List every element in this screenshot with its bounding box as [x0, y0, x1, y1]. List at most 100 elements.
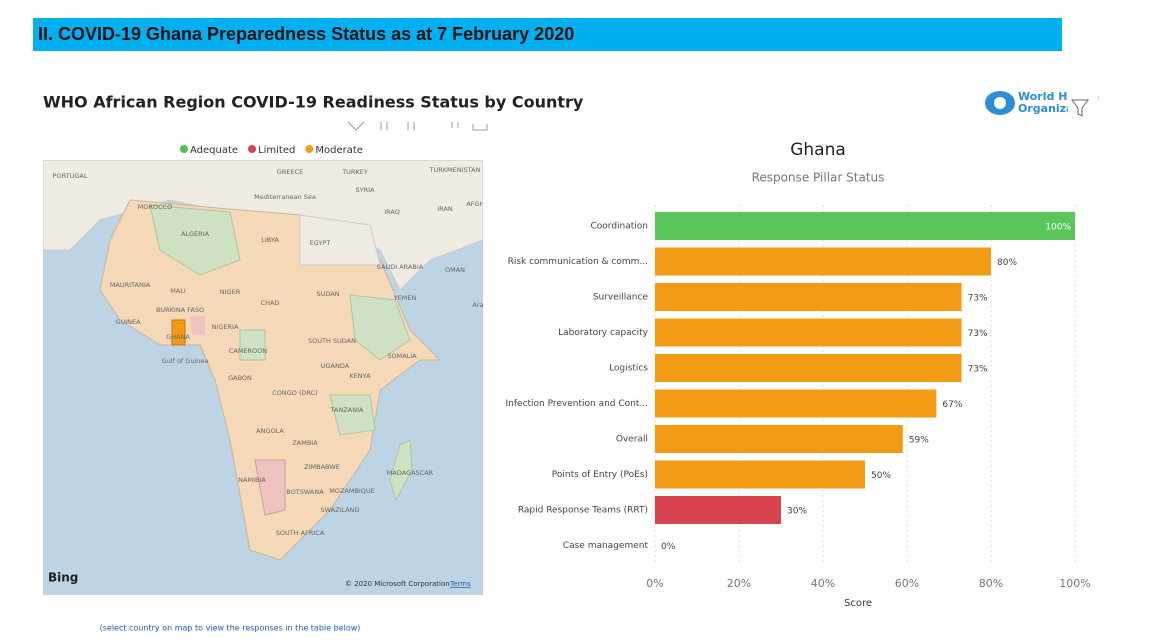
map-label: NAMIBIA	[238, 476, 266, 484]
chart-subtitle: Response Pillar Status	[752, 171, 885, 185]
map-label: EGYPT	[310, 239, 331, 247]
map-terms[interactable]: Terms	[449, 580, 471, 588]
data-label: 59%	[909, 436, 929, 446]
map-label: SOUTH SUDAN	[308, 337, 356, 345]
map-label: MOROCCO	[138, 203, 173, 211]
map-label: KENYA	[349, 372, 371, 380]
map-label: MADAGASCAR	[387, 469, 434, 477]
chart-title: Ghana	[790, 140, 846, 160]
map-label: ALGERIA	[181, 230, 210, 238]
map-label: OMAN	[445, 266, 465, 274]
map-label: CHAD	[261, 299, 280, 307]
map-label: SOMALIA	[387, 352, 417, 360]
y-tick-label: Case management	[563, 541, 649, 551]
map-label: NIGER	[220, 288, 241, 296]
legend-swatch	[305, 145, 314, 153]
map-label: LIBYA	[261, 236, 279, 244]
y-tick-label: Logistics	[609, 364, 648, 374]
map-label: TURKEY	[341, 168, 368, 176]
map-label: TURKMENISTAN	[429, 166, 481, 174]
x-tick-label: 100%	[1059, 577, 1090, 590]
map-label: GREECE	[277, 168, 303, 176]
y-tick-label: Surveillance	[593, 293, 649, 303]
map-label: Arab	[472, 301, 487, 309]
footnote: (select country on map to view the respo…	[100, 624, 361, 633]
map-label: NIGERIA	[212, 323, 239, 331]
data-label: 100%	[1045, 223, 1071, 233]
map-label: Mediterranean Sea	[254, 193, 316, 201]
data-label: 80%	[997, 258, 1017, 268]
legend-label: Limited	[258, 145, 295, 156]
y-tick-label: Laboratory capacity	[558, 328, 649, 338]
map-provider: Bing	[48, 571, 78, 585]
data-label: 73%	[968, 365, 988, 375]
map-label: IRAQ	[384, 208, 400, 216]
map-label: YEMEN	[393, 294, 417, 302]
map-label: IRAN	[437, 205, 453, 213]
bar	[655, 318, 962, 347]
map-label: UGANDA	[321, 362, 350, 370]
bar	[655, 460, 865, 489]
header-title: II. COVID-19 Ghana Preparedness Status a…	[38, 24, 574, 44]
map-label: SWAZILAND	[320, 506, 359, 514]
map-label: GUINEA	[115, 318, 141, 326]
x-tick-label: 40%	[811, 577, 835, 590]
map-label: TANZANIA	[330, 406, 364, 414]
map-label: BOTSWANA	[286, 488, 324, 496]
map-label: MOZAMBIQUE	[329, 487, 375, 495]
legend: Adequate Limited Moderate	[180, 145, 363, 156]
map-label: CAMEROON	[229, 347, 267, 355]
map-label: MAURITANIA	[110, 281, 151, 289]
bar	[655, 354, 962, 382]
data-label: 0%	[661, 542, 676, 552]
y-tick-label: Overall	[616, 435, 648, 445]
data-label: 73%	[968, 329, 988, 339]
legend-label: Adequate	[190, 145, 238, 156]
legend-swatch	[180, 145, 188, 153]
filter-icon[interactable]	[1071, 99, 1089, 117]
map-label: BURKINA FASO	[156, 306, 204, 314]
map-label: PORTUGAL	[53, 172, 88, 180]
bar	[655, 496, 781, 524]
bar	[655, 425, 903, 453]
data-label: 73%	[968, 294, 988, 304]
x-axis-title: Score	[844, 598, 872, 609]
visual-toolbar	[347, 121, 488, 131]
data-label: 67%	[942, 400, 962, 410]
bar-chart: 0% 20% 40% 60% 80% 100% Coordination 100% Risk c…	[506, 205, 1091, 590]
map-label: AFGHAN	[466, 200, 494, 208]
map-label: Gulf of Guinea	[162, 357, 209, 365]
x-tick-label: 80%	[979, 577, 1003, 590]
legend-swatch	[248, 145, 257, 153]
x-tick-label: 20%	[727, 577, 751, 590]
map[interactable]: PORTUGAL GREECE TURKEY TURKMENISTAN MOROCCO M…	[43, 160, 494, 595]
x-tick-label: 0%	[646, 577, 663, 590]
map-label: CONGO (DRC)	[272, 389, 318, 397]
map-label: MALI	[170, 287, 186, 295]
map-label: SYRIA	[356, 186, 376, 194]
bar	[655, 212, 1075, 240]
data-label: 50%	[871, 471, 891, 481]
bar	[655, 389, 937, 418]
dashboard-title: WHO African Region COVID-19 Readiness St…	[43, 93, 584, 112]
map-label: SOUTH AFRICA	[276, 529, 325, 537]
map-label: GABON	[228, 374, 252, 382]
map-label: ZIMBABWE	[304, 463, 340, 471]
y-tick-label: Rapid Response Teams (RRT)	[518, 506, 648, 516]
map-label: SUDAN	[316, 290, 339, 298]
map-label: ANGOLA	[256, 427, 284, 435]
bar	[655, 247, 991, 276]
map-label: ZAMBIA	[292, 439, 318, 447]
y-tick-label: Risk communication & comm...	[508, 257, 648, 267]
bar	[655, 283, 962, 311]
map-copyright: © 2020 Microsoft Corporation	[345, 580, 450, 588]
map-label: SAUDI ARABIA	[377, 263, 424, 271]
logo: World Health Organization	[985, 90, 1099, 120]
header-bar	[33, 18, 1062, 51]
x-tick-label: 60%	[895, 577, 919, 590]
y-tick-label: Coordination	[590, 222, 648, 232]
y-tick-label: Infection Prevention and Cont...	[506, 399, 649, 409]
legend-label: Moderate	[315, 145, 363, 156]
